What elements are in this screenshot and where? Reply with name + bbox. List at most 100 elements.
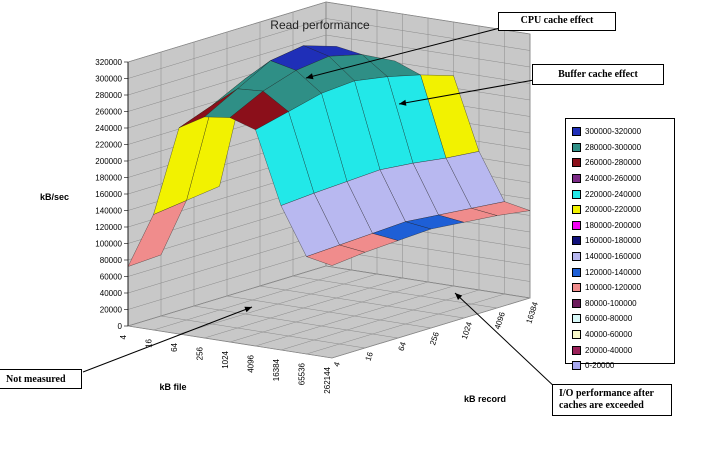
legend-swatch	[572, 158, 581, 168]
y-tick-label: 16384	[524, 300, 540, 324]
legend-label: 120000-140000	[585, 267, 642, 277]
x-tick-label: 1024	[221, 350, 230, 368]
legend-item: 120000-140000	[572, 264, 668, 280]
z-tick-label: 60000	[100, 273, 123, 282]
legend-item: 240000-260000	[572, 171, 668, 187]
legend-item: 300000-320000	[572, 124, 668, 140]
floor-gridline	[204, 277, 403, 339]
legend-label: 260000-280000	[585, 158, 642, 168]
legend-item: 220000-240000	[572, 186, 668, 202]
arrow-io-performance	[454, 292, 559, 391]
arrow-cpu-cache-head	[306, 73, 314, 80]
z-tick-label: 180000	[95, 174, 122, 183]
z-tick-label: 80000	[100, 256, 123, 265]
legend-swatch	[572, 189, 581, 199]
chart-title: Read performance	[270, 18, 370, 32]
legend-swatch	[572, 314, 581, 324]
legend-label: 60000-80000	[585, 314, 633, 324]
legend-label: 160000-180000	[585, 236, 642, 246]
surface-cell	[305, 244, 366, 266]
floor-gridline	[229, 281, 429, 343]
legend-label: 40000-60000	[585, 330, 633, 340]
legend-label: 80000-100000	[585, 298, 637, 308]
x-axis-label: kB file	[159, 382, 186, 392]
z-tick-label: 20000	[100, 306, 123, 315]
x-tick-label: 256	[196, 346, 205, 360]
y-axis-label: kB record	[464, 394, 506, 404]
legend-item: 140000-160000	[572, 249, 668, 265]
floor-gridline	[153, 269, 352, 331]
floor-gridline	[178, 273, 378, 335]
legend-item: 60000-80000	[572, 311, 668, 327]
legend-label: 180000-200000	[585, 220, 642, 230]
x-tick-label: 64	[170, 342, 179, 351]
y-tick-label: 16	[364, 350, 375, 362]
legend-item: 200000-220000	[572, 202, 668, 218]
z-tick-label: 40000	[100, 289, 123, 298]
floor-gridline	[127, 265, 327, 327]
arrow-not-measured	[82, 306, 253, 373]
legend: 300000-320000 280000-300000 260000-280000 2…	[565, 118, 675, 371]
legend-swatch	[572, 330, 581, 340]
annotation-io-performance: I/O performance after caches are exceede…	[552, 384, 672, 416]
legend-label: 240000-260000	[585, 174, 642, 184]
legend-item: 0-20000	[572, 358, 668, 374]
legend-swatch	[572, 174, 581, 184]
z-tick-label: 160000	[95, 190, 122, 199]
legend-label: 20000-40000	[585, 345, 633, 355]
legend-item: 20000-40000	[572, 342, 668, 358]
legend-label: 140000-160000	[585, 252, 642, 262]
x-tick-label: 16384	[272, 358, 281, 381]
y-tick-label: 256	[428, 330, 441, 346]
arrow-cpu-cache	[305, 27, 501, 79]
floor-gridline	[306, 293, 505, 355]
legend-label: 280000-300000	[585, 142, 642, 152]
legend-item: 80000-100000	[572, 296, 668, 312]
floor-gridline	[331, 297, 531, 359]
legend-item: 160000-180000	[572, 233, 668, 249]
z-tick-label: 0	[118, 322, 123, 331]
z-tick-label: 220000	[95, 141, 122, 150]
legend-swatch	[572, 220, 581, 230]
legend-swatch	[572, 298, 581, 308]
y-tick-label: 4096	[493, 310, 507, 330]
legend-item: 180000-200000	[572, 218, 668, 234]
legend-swatch	[572, 361, 581, 371]
annotation-not-measured: Not measured	[0, 369, 82, 389]
legend-label: 100000-120000	[585, 283, 642, 293]
x-tick-label: 65536	[298, 362, 307, 385]
legend-swatch	[572, 283, 581, 293]
arrow-io-performance-head	[455, 293, 463, 300]
z-tick-label: 200000	[95, 157, 122, 166]
z-tick-label: 240000	[95, 124, 122, 133]
legend-swatch	[572, 127, 581, 137]
legend-item: 40000-60000	[572, 327, 668, 343]
x-tick-label: 16	[145, 338, 154, 347]
legend-swatch	[572, 252, 581, 262]
legend-label: 300000-320000	[585, 127, 642, 137]
z-axis-label: kB/sec	[40, 192, 69, 202]
annotation-buffer-cache: Buffer cache effect	[532, 64, 664, 85]
legend-label: 220000-240000	[585, 189, 642, 199]
legend-label: 200000-220000	[585, 205, 642, 215]
x-tick-label: 4096	[247, 354, 256, 372]
arrow-buffer-cache-head	[399, 99, 407, 106]
legend-swatch	[572, 236, 581, 246]
z-tick-label: 320000	[95, 58, 122, 67]
arrow-buffer-cache	[398, 79, 535, 105]
z-tick-label: 280000	[95, 91, 122, 100]
y-tick-label: 4	[332, 360, 342, 368]
z-tick-label: 140000	[95, 207, 122, 216]
y-tick-label: 64	[397, 340, 408, 352]
legend-swatch	[572, 267, 581, 277]
legend-item: 280000-300000	[572, 140, 668, 156]
legend-label: 0-20000	[585, 361, 615, 371]
annotation-cpu-cache: CPU cache effect	[498, 12, 616, 31]
x-tick-label: 4	[119, 334, 128, 339]
z-tick-label: 300000	[95, 75, 122, 84]
floor-gridline	[280, 289, 480, 351]
legend-item: 260000-280000	[572, 155, 668, 171]
floor-gridline	[255, 285, 454, 347]
